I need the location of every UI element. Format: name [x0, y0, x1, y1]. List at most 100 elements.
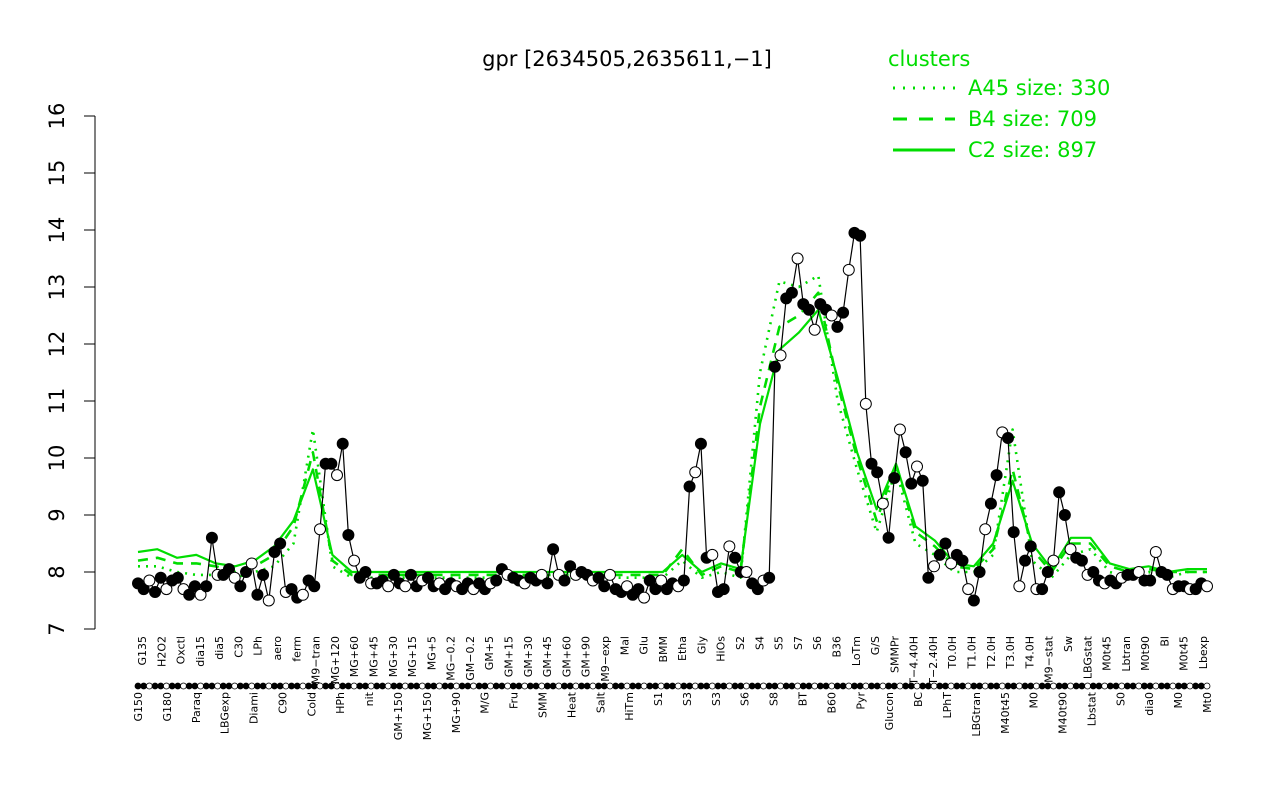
data-point — [1075, 554, 1088, 567]
rug-mark — [942, 682, 949, 690]
rug-mark — [367, 682, 375, 690]
rug-mark — [305, 682, 312, 690]
data-point — [1053, 486, 1066, 499]
data-point — [791, 252, 804, 265]
data-point — [564, 560, 577, 573]
rug-mark — [373, 682, 381, 690]
rug-mark — [225, 682, 233, 690]
rug-mark — [1169, 682, 1177, 690]
x-tick-label-top: MG+15 — [406, 636, 419, 677]
data-point — [802, 303, 815, 316]
rug-mark — [1021, 682, 1029, 690]
data-point — [1144, 574, 1157, 587]
rug-mark — [526, 682, 534, 690]
rug-mark — [708, 682, 716, 690]
rug-mark — [413, 682, 421, 690]
x-tick-label-top: T0.0H — [946, 636, 959, 669]
rug-mark — [265, 682, 273, 690]
rug-mark — [521, 682, 529, 690]
rug-mark — [811, 682, 819, 690]
x-tick-label-bottom: G180 — [161, 692, 174, 722]
rug-mark — [862, 682, 870, 690]
rug-mark — [1163, 682, 1171, 690]
rug-mark — [1055, 682, 1063, 690]
rug-mark — [765, 682, 773, 690]
data-point — [717, 583, 730, 596]
y-tick-label: 9 — [45, 508, 69, 521]
x-tick-label-top: Oxctl — [175, 636, 188, 664]
rug-mark — [271, 682, 278, 690]
x-tick-label-top: M0t90 — [1139, 636, 1152, 671]
rug-mark — [236, 682, 244, 690]
legend-entry-label: B4 size: 709 — [968, 107, 1097, 131]
x-tick-label-top: GM+90 — [580, 636, 593, 677]
rug-mark — [453, 682, 460, 690]
x-tick-label-top: Bl — [1158, 636, 1171, 647]
rug-mark — [1004, 682, 1012, 690]
rug-mark — [1095, 682, 1103, 690]
rug-mark — [1192, 682, 1200, 690]
x-tick-label-bottom: SMM — [536, 692, 549, 718]
data-point — [990, 469, 1003, 482]
x-tick-label-top: Mal — [618, 636, 631, 655]
x-tick-label-bottom: S1 — [652, 692, 665, 706]
rug-mark — [396, 682, 403, 690]
data-point — [1007, 526, 1020, 539]
data-point — [1058, 509, 1071, 521]
data-point — [1087, 566, 1100, 578]
rug-mark — [163, 682, 170, 690]
cluster-line — [137, 291, 1207, 577]
data-point — [194, 588, 207, 601]
rug-mark — [293, 682, 301, 690]
rug-mark — [646, 682, 654, 690]
cluster-line — [138, 274, 1207, 580]
x-tick-label-top: MG−0.2 — [445, 636, 458, 681]
data-point — [859, 397, 872, 410]
rug-mark — [669, 682, 676, 690]
rug-mark — [327, 682, 335, 690]
x-tick-label-top: MG+60 — [348, 636, 361, 677]
x-tick-label-top: aero — [271, 636, 284, 661]
rug-mark — [788, 682, 796, 690]
x-tick-label-top: GM+5 — [483, 636, 496, 670]
rug-mark — [379, 682, 386, 690]
x-tick-label-bottom: Pyr — [854, 692, 867, 710]
rug-mark — [470, 682, 477, 690]
rug-mark — [1084, 682, 1091, 690]
rug-mark — [657, 682, 665, 690]
rug-mark — [254, 682, 261, 690]
x-tick-label-top: T3.0H — [1004, 636, 1017, 669]
x-tick-label-bottom: C90 — [276, 692, 289, 714]
x-tick-label-top: GM+30 — [522, 636, 535, 677]
rug-mark — [248, 682, 256, 690]
rug-mark — [1186, 682, 1194, 690]
x-tick-label-bottom: S8 — [768, 692, 781, 706]
rug-mark — [208, 682, 216, 690]
x-tick-label-top: ferm — [290, 636, 303, 662]
data-point — [729, 551, 742, 564]
data-point — [143, 574, 156, 587]
data-point — [723, 540, 736, 553]
data-point — [689, 466, 702, 479]
rug-mark — [384, 682, 392, 690]
rug-mark — [464, 682, 472, 690]
rug-mark — [998, 682, 1006, 690]
x-tick-label-bottom: Lbstat — [1085, 691, 1098, 726]
x-tick-label-top: MG+45 — [367, 636, 380, 677]
rug-mark — [743, 682, 750, 690]
rug-mark — [219, 682, 227, 690]
rug-mark — [930, 682, 938, 690]
rug-mark — [890, 682, 898, 690]
rug-mark — [231, 682, 239, 690]
x-tick-label-top: MG+5 — [425, 636, 438, 670]
rug-mark — [276, 682, 284, 690]
x-tick-label-top: GM−0.2 — [464, 636, 477, 681]
rug-mark — [600, 682, 608, 690]
x-tick-label-bottom: Heat — [565, 691, 578, 718]
x-tick-label-bottom: Mt0 — [1201, 692, 1214, 713]
data-point — [541, 577, 554, 590]
rug-mark — [140, 682, 148, 690]
data-point — [1132, 566, 1145, 578]
x-tick-label-top: H2O2 — [155, 636, 168, 667]
